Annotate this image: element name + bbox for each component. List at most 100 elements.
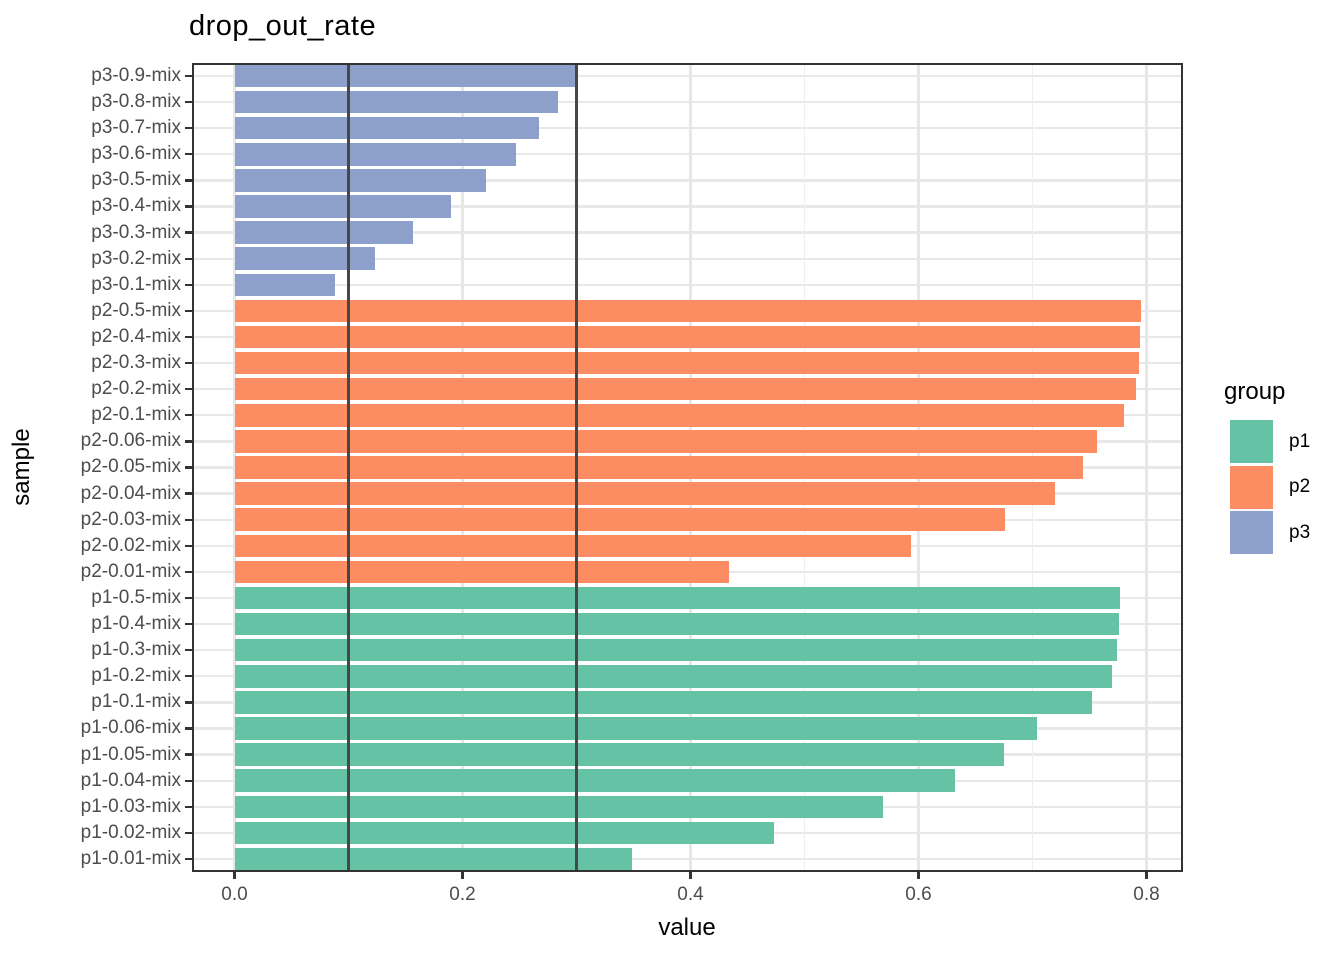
- gridline-horizontal: [192, 127, 1183, 130]
- bar-p2-0.01-mix: [234, 560, 730, 584]
- y-tick: [185, 805, 192, 808]
- legend-title: group: [1224, 378, 1286, 405]
- y-tick-label: p3-0.2-mix: [91, 247, 181, 269]
- bar-p2-0.04-mix: [234, 482, 1056, 505]
- y-tick-label: p1-0.05-mix: [80, 743, 181, 765]
- x-tick: [917, 872, 920, 879]
- y-tick-label: p3-0.6-mix: [91, 143, 181, 165]
- y-tick-label: p2-0.03-mix: [80, 508, 181, 530]
- y-tick-label: p1-0.04-mix: [80, 769, 181, 791]
- y-tick-label: p1-0.3-mix: [91, 639, 181, 661]
- y-tick: [185, 361, 192, 365]
- y-tick: [185, 649, 192, 652]
- bar-p1-0.3-mix: [234, 638, 1117, 662]
- legend-key-p1: [1230, 420, 1273, 463]
- x-tick: [689, 872, 692, 879]
- x-tick: [233, 872, 236, 879]
- bar-p2-0.02-mix: [234, 534, 911, 558]
- legend-key-p2: [1230, 465, 1273, 509]
- y-tick: [185, 153, 192, 156]
- gridline-horizontal: [192, 857, 1183, 861]
- y-tick-label: p2-0.2-mix: [91, 378, 181, 400]
- y-tick-label: p3-0.4-mix: [91, 195, 181, 217]
- y-tick: [185, 414, 192, 417]
- gridline-horizontal: [192, 283, 1183, 286]
- y-tick-label: p2-0.3-mix: [91, 352, 181, 374]
- legend-key-p3: [1230, 511, 1273, 554]
- bar-p1-0.03-mix: [234, 795, 884, 818]
- y-tick: [185, 309, 192, 313]
- y-tick: [185, 596, 192, 600]
- gridline-horizontal: [192, 205, 1183, 208]
- legend-label-p2: p2: [1289, 476, 1311, 497]
- gridline-horizontal: [192, 257, 1183, 260]
- gridline-horizontal: [192, 74, 1183, 78]
- y-tick-label: p3-0.8-mix: [91, 91, 181, 113]
- y-tick: [185, 388, 192, 391]
- y-tick: [185, 570, 192, 574]
- bar-p2-0.4-mix: [234, 325, 1140, 349]
- legend-label-p1: p1: [1289, 430, 1311, 452]
- y-tick-label: p3-0.7-mix: [91, 117, 181, 139]
- bar-p3-0.6-mix: [234, 143, 517, 166]
- x-tick-label: 0.2: [449, 884, 476, 905]
- gridline-horizontal: [192, 100, 1183, 104]
- y-tick-label: p2-0.04-mix: [80, 482, 181, 504]
- y-tick: [185, 727, 192, 730]
- y-tick-label: p2-0.01-mix: [80, 560, 181, 582]
- legend: group p1 p2 p3: [1224, 378, 1342, 557]
- y-tick: [185, 675, 192, 678]
- legend-entry-p1: p1: [1230, 420, 1344, 463]
- legend-label-p3: p3: [1289, 521, 1311, 543]
- y-tick-label: p2-0.06-mix: [80, 430, 181, 452]
- y-tick: [185, 257, 192, 260]
- y-tick-label: p1-0.1-mix: [91, 691, 181, 713]
- x-tick-label: 0.0: [221, 884, 248, 905]
- y-tick-label: p1-0.4-mix: [91, 613, 181, 635]
- bar-p1-0.5-mix: [234, 586, 1121, 610]
- y-tick-label: p1-0.06-mix: [80, 717, 181, 739]
- y-tick-label: p2-0.5-mix: [91, 299, 181, 321]
- gridline-horizontal: [192, 153, 1183, 156]
- y-tick-label: p3-0.3-mix: [91, 221, 181, 243]
- bar-p3-0.2-mix: [234, 247, 375, 270]
- y-tick: [185, 753, 192, 756]
- legend-entry-p2: p2: [1230, 465, 1344, 509]
- gridline-horizontal: [192, 231, 1183, 234]
- y-tick: [185, 205, 192, 208]
- y-tick-label: p2-0.05-mix: [80, 456, 181, 478]
- gridline-horizontal: [192, 179, 1183, 182]
- x-tick-label: 0.8: [1133, 884, 1160, 905]
- bar-p1-0.2-mix: [234, 665, 1113, 688]
- y-tick: [185, 492, 192, 495]
- legend-entries: p1 p2 p3: [1230, 420, 1344, 554]
- y-tick: [185, 622, 192, 626]
- bar-p1-0.04-mix: [234, 769, 955, 792]
- y-tick: [185, 127, 192, 130]
- bar-p1-0.05-mix: [234, 743, 1004, 766]
- bar-p2-0.3-mix: [234, 351, 1139, 375]
- bar-p2-0.1-mix: [234, 404, 1124, 427]
- bar-p3-0.8-mix: [234, 90, 559, 114]
- y-tick: [185, 74, 192, 78]
- bar-p1-0.4-mix: [234, 612, 1120, 636]
- bar-p2-0.03-mix: [234, 508, 1006, 531]
- gridline-vertical-major: [1145, 63, 1148, 872]
- y-tick: [185, 179, 192, 182]
- chart-title: drop_out_rate: [189, 10, 377, 42]
- bar-p3-0.7-mix: [234, 116, 539, 140]
- y-tick: [185, 831, 192, 834]
- bar-p3-0.4-mix: [234, 195, 452, 218]
- bar-p1-0.06-mix: [234, 717, 1038, 740]
- bar-p2-0.06-mix: [234, 430, 1098, 453]
- bar-p1-0.01-mix: [234, 847, 633, 871]
- bar-p3-0.1-mix: [234, 273, 335, 297]
- plot-panel: [192, 63, 1183, 872]
- y-tick-label: p3-0.5-mix: [91, 169, 181, 191]
- bar-p2-0.05-mix: [234, 456, 1083, 479]
- y-tick: [185, 335, 192, 339]
- x-axis-title: value: [658, 914, 716, 941]
- y-tick-label: p1-0.01-mix: [80, 847, 181, 869]
- bar-p1-0.1-mix: [234, 691, 1092, 714]
